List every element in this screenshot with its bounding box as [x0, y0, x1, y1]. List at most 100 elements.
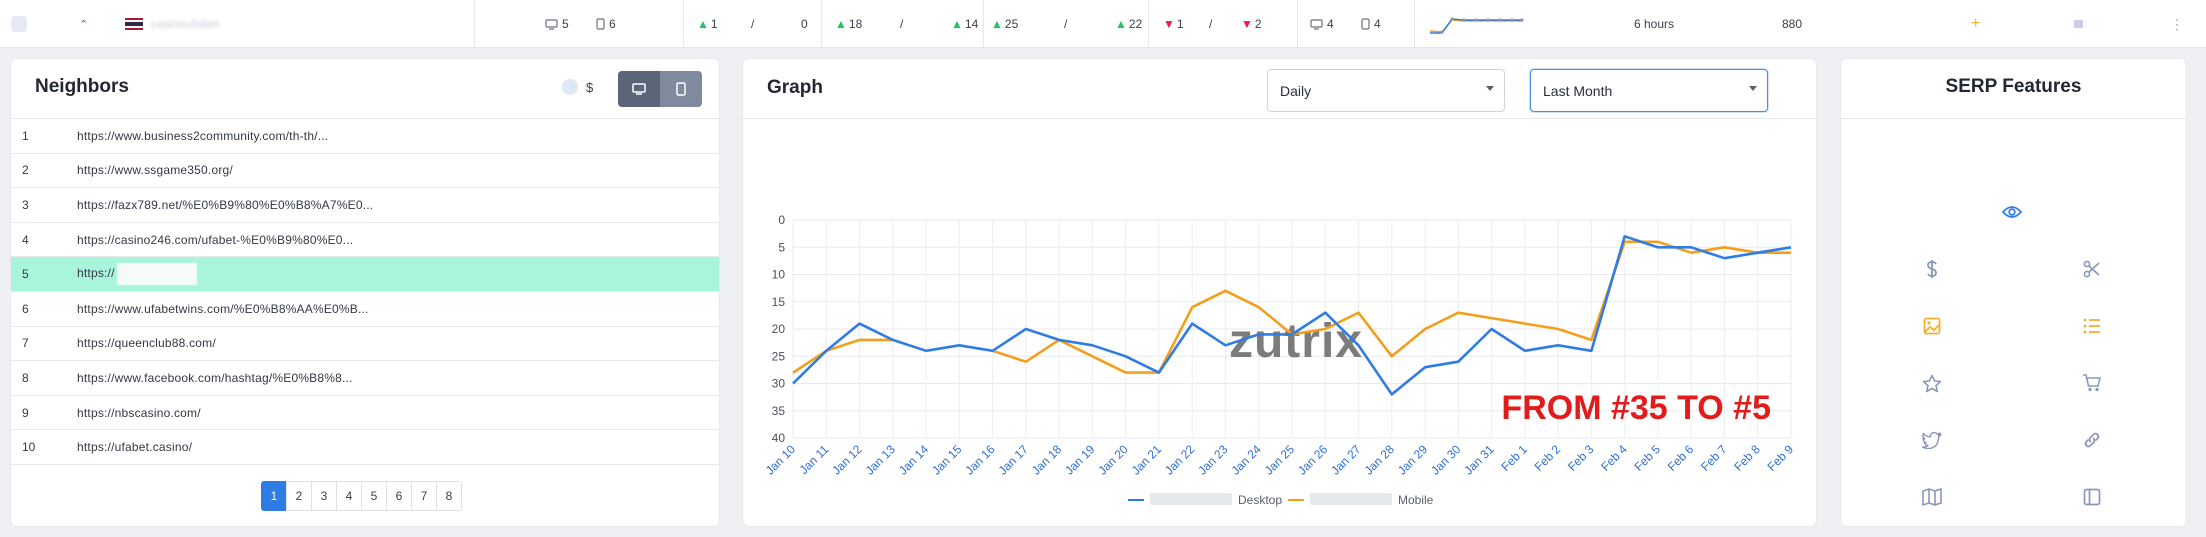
currency-toggle[interactable]: $	[562, 79, 593, 95]
neighbor-row[interactable]: 1 https://www.business2community.com/th-t…	[11, 119, 719, 154]
trend-sparkline	[1429, 17, 1524, 34]
arrow-up-icon: ▲	[951, 17, 963, 31]
neighbor-url-text: https://www.business2community.com/th-th…	[77, 128, 329, 143]
separator: /	[751, 17, 755, 31]
page-button[interactable]: 2	[286, 481, 312, 511]
desktop-icon	[1310, 18, 1323, 30]
desktop-view-button[interactable]	[618, 71, 660, 107]
x-tick-label: Jan 13	[863, 442, 899, 478]
neighbor-url[interactable]: https://ufabet.casino/	[77, 440, 719, 454]
mobile-icon	[676, 82, 686, 96]
neighbor-url-text: https://queenclub88.com/	[77, 336, 216, 351]
neighbors-table: 1 https://www.business2community.com/th-t…	[11, 119, 719, 465]
x-tick-label: Jan 18	[1029, 442, 1065, 478]
mobile-icon	[1361, 18, 1370, 30]
panel-icon[interactable]	[2081, 486, 2103, 508]
neighbor-rank: 9	[22, 405, 29, 420]
neighbor-row[interactable]: 6 https://www.ufabetwins.com/%E0%B8%AA%E0…	[11, 292, 719, 327]
y-tick-label: 20	[772, 322, 786, 336]
legend-redacted	[1150, 493, 1232, 505]
add-icon[interactable]: +	[1971, 15, 1981, 32]
x-tick-label: Jan 31	[1461, 442, 1497, 478]
neighbor-url-text: https://fazx789.net/%E0%B9%80%E0%B8%A7%E…	[77, 197, 374, 212]
neighbor-row[interactable]: 8 https://www.facebook.com/hashtag/%E0%B8…	[11, 361, 719, 396]
page-button[interactable]: 1	[261, 481, 287, 511]
neighbor-url[interactable]: https://www.facebook.com/hashtag/%E0%B8%…	[77, 371, 719, 385]
neighbor-rank: 10	[22, 440, 36, 455]
x-tick-label: Jan 23	[1195, 442, 1231, 478]
y-tick-label: 5	[778, 240, 785, 254]
page-button[interactable]: 3	[311, 481, 337, 511]
neighbor-rank: 5	[22, 267, 29, 282]
neighbor-url-text: https://ufabet.casino/	[77, 440, 193, 455]
row-checkbox[interactable]	[11, 0, 27, 48]
chevron-up-icon[interactable]: ⌃	[79, 18, 89, 31]
y-tick-label: 10	[772, 268, 786, 282]
neighbor-url[interactable]: https://nbscasino.com/	[77, 406, 719, 420]
page-button[interactable]: 7	[411, 481, 437, 511]
mobile-icon	[596, 18, 605, 30]
neighbor-row[interactable]: 9 https://nbscasino.com/	[11, 396, 719, 431]
watermark-text: zutrix	[1229, 315, 1363, 368]
page-button[interactable]: 4	[336, 481, 362, 511]
page-button[interactable]: 5	[361, 481, 387, 511]
redacted-url	[116, 263, 197, 286]
x-tick-label: Jan 20	[1095, 442, 1131, 478]
neighbor-row[interactable]: 10 https://ufabet.casino/	[11, 430, 719, 465]
scissors-icon[interactable]	[2081, 258, 2103, 280]
cart-icon[interactable]	[2081, 372, 2103, 394]
neighbor-url[interactable]: https://www.ssgame350.org/	[77, 163, 719, 177]
graph-card: Graph Daily Last Month 0 5 10 15 20 25 30 35 40 J…	[743, 59, 1816, 526]
neighbors-card: Neighbors $ 1 https://www.business2commun…	[11, 59, 719, 526]
month-desktop: ▲ 25	[991, 17, 1019, 31]
week-desktop: ▼ 1	[1163, 17, 1184, 31]
chevron-down-icon	[1486, 86, 1494, 91]
annotation-text: FROM #35 TO #5	[1501, 389, 1771, 427]
neighbor-row[interactable]: 5 https://	[11, 257, 719, 292]
best-desktop: ▲ 18	[835, 17, 863, 31]
link-icon[interactable]	[2081, 429, 2103, 451]
kebab-menu-icon[interactable]: ⋮	[2170, 15, 2184, 32]
neighbor-row[interactable]: 3 https://fazx789.net/%E0%B9%80%E0%B8%A7%…	[11, 188, 719, 223]
neighbor-url[interactable]: https://casino246.com/ufabet-%E0%B9%80%E…	[77, 233, 719, 247]
x-tick-label: Jan 21	[1129, 442, 1165, 478]
period-select[interactable]: Daily	[1267, 69, 1505, 112]
neighbor-row[interactable]: 2 https://www.ssgame350.org/	[11, 154, 719, 189]
x-tick-label: Jan 26	[1295, 442, 1331, 478]
last-updated: 6 hours	[1634, 17, 1675, 31]
neighbor-rank: 2	[22, 163, 29, 178]
eye-icon[interactable]	[2001, 201, 2023, 223]
x-tick-label: Feb 1	[1498, 442, 1530, 474]
tag-icon[interactable]	[2074, 0, 2083, 48]
separator: /	[1064, 17, 1068, 31]
neighbor-row[interactable]: 7 https://queenclub88.com/	[11, 327, 719, 362]
series-line-desktop	[792, 235, 1792, 396]
map-icon[interactable]	[1921, 486, 1943, 508]
page-button[interactable]: 6	[386, 481, 412, 511]
device-toggle[interactable]	[618, 71, 702, 107]
mobile-view-button[interactable]	[660, 71, 702, 107]
neighbor-url[interactable]: https://fazx789.net/%E0%B9%80%E0%B8%A7%E…	[77, 198, 719, 212]
best-mobile: ▲ 14	[951, 17, 979, 31]
desktop-position: 5	[545, 0, 569, 48]
page-button[interactable]: 8	[436, 481, 462, 511]
neighbor-row[interactable]: 4 https://casino246.com/ufabet-%E0%B9%80%…	[11, 223, 719, 258]
x-tick-label: Jan 22	[1162, 442, 1198, 478]
radio-button[interactable]	[562, 79, 578, 95]
list-icon[interactable]	[2081, 315, 2103, 337]
neighbor-url-text: https://www.ufabetwins.com/%E0%B8%AA%E0%…	[77, 301, 369, 316]
x-tick-label: Feb 8	[1731, 442, 1763, 474]
neighbor-url[interactable]: https://www.ufabetwins.com/%E0%B8%AA%E0%…	[77, 302, 719, 316]
star-icon[interactable]	[1921, 372, 1943, 394]
legend-redacted	[1310, 493, 1392, 505]
range-select[interactable]: Last Month	[1530, 69, 1768, 112]
neighbor-url[interactable]: https://www.business2community.com/th-th…	[77, 129, 719, 143]
dollar-icon[interactable]	[1921, 258, 1943, 280]
x-tick-label: Feb 5	[1631, 442, 1663, 474]
search-volume: 880	[1782, 17, 1803, 31]
neighbor-url[interactable]: https://queenclub88.com/	[77, 336, 719, 350]
change-mobile: 0	[801, 17, 808, 31]
twitter-icon[interactable]	[1921, 429, 1943, 451]
neighbor-url[interactable]: https://	[77, 263, 719, 286]
image-icon[interactable]	[1921, 315, 1943, 337]
